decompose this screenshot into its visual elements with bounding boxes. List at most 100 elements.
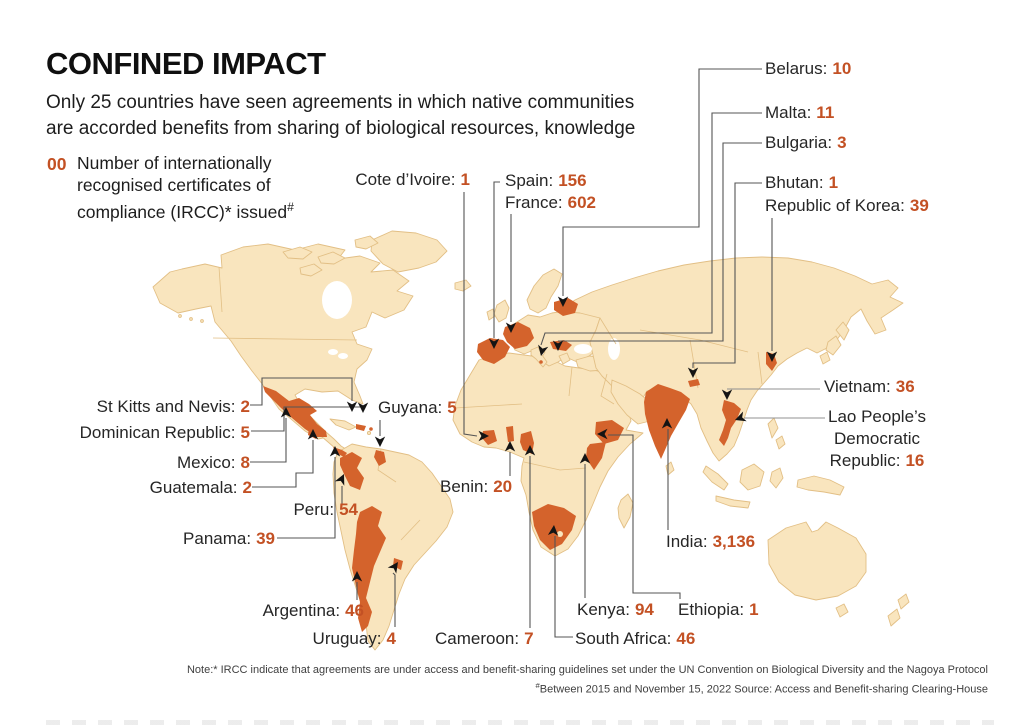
label-dominican: Dominican Republic: 5 <box>80 423 250 443</box>
footnote: Note:* IRCC indicate that agreements are… <box>187 663 988 698</box>
arrow-belarus <box>557 296 569 307</box>
arrow-argentina <box>351 571 363 582</box>
label-india-name: India: <box>666 532 708 551</box>
country-belarus <box>554 298 578 316</box>
arrow-panama <box>329 446 341 457</box>
britain <box>493 299 510 323</box>
label-laos-line1: Lao People’s <box>828 407 926 426</box>
ireland <box>486 308 496 321</box>
leader-cote-divoire <box>463 192 478 437</box>
country-mexico <box>263 386 327 437</box>
lesotho-hole <box>557 531 563 537</box>
scandinavia <box>526 268 563 314</box>
arrow-cameroon <box>524 445 536 456</box>
label-belarus-name: Belarus: <box>765 59 828 78</box>
arrow-korea <box>766 351 778 362</box>
legend-text: Number of internationally recognised cer… <box>77 153 294 222</box>
label-korea-name: Republic of Korea: <box>765 196 905 215</box>
label-peru-value: 54 <box>339 500 358 519</box>
footnote-line-2: #Between 2015 and November 15, 2022 Sour… <box>535 681 989 696</box>
label-dominican-value: 5 <box>240 423 250 442</box>
greece <box>558 352 571 365</box>
arrow-india <box>661 418 673 429</box>
label-bulgaria-value: 3 <box>837 133 847 152</box>
label-ethiopia: Ethiopia: 1 <box>678 600 759 620</box>
label-panama: Panama: 39 <box>183 529 275 549</box>
label-bhutan: Bhutan: 1 <box>765 173 838 193</box>
label-korea-value: 39 <box>909 196 929 215</box>
label-kenya: Kenya: 94 <box>577 600 654 620</box>
label-india-value: 3,136 <box>712 532 756 551</box>
arrow-dominican <box>357 402 369 413</box>
country-peru <box>340 452 364 490</box>
label-bulgaria-name: Bulgaria: <box>765 133 833 152</box>
label-cameroon-value: 7 <box>524 629 534 648</box>
inland-seas <box>322 281 620 360</box>
cuba <box>329 418 357 431</box>
iceland <box>454 279 472 292</box>
leader-guatemala <box>252 440 314 488</box>
label-laos-value: 16 <box>905 451 925 470</box>
label-kenya-name: Kenya: <box>577 600 630 619</box>
label-south-africa-name: South Africa: <box>575 629 672 648</box>
arrow-vietnam <box>721 389 733 400</box>
label-belarus: Belarus: 10 <box>765 59 851 79</box>
country-malta <box>539 360 543 364</box>
label-ethiopia-value: 1 <box>749 600 759 619</box>
label-france-value: 602 <box>567 193 597 212</box>
label-india: India: 3,136 <box>666 532 755 552</box>
legend: 00 Number of internationally recognised … <box>47 152 317 223</box>
label-spain-name: Spain: <box>505 171 554 190</box>
arrow-uruguay <box>387 562 398 574</box>
label-guatemala: Guatemala: 2 <box>150 478 252 498</box>
country-kenya <box>586 442 606 470</box>
label-uruguay: Uruguay: 4 <box>313 629 396 649</box>
sri-lanka <box>665 461 675 476</box>
arrow-malta <box>538 344 549 356</box>
greenland <box>370 230 448 273</box>
label-peru: Peru: 54 <box>293 500 358 520</box>
leader-stkitts <box>250 377 353 406</box>
label-bhutan-name: Bhutan: <box>765 173 824 192</box>
label-guyana-value: 5 <box>447 398 457 417</box>
label-vietnam-name: Vietnam: <box>824 377 891 396</box>
label-malta: Malta: 11 <box>765 103 834 123</box>
new-guinea <box>796 475 845 496</box>
pointer-arrows <box>280 296 778 582</box>
country-ethiopia <box>595 420 624 444</box>
country-argentina <box>352 506 386 632</box>
leader-panama <box>277 457 336 539</box>
label-panama-value: 39 <box>256 529 275 548</box>
label-guatemala-name: Guatemala: <box>149 478 238 497</box>
leader-bhutan <box>692 182 762 368</box>
leader-spain <box>493 181 500 338</box>
country-dominican-republic <box>356 424 366 431</box>
leader-ethiopia <box>608 434 681 599</box>
arrow-benin <box>504 441 516 452</box>
country-st-kitts <box>369 427 373 431</box>
italy <box>530 346 548 368</box>
label-belarus-value: 10 <box>832 59 852 78</box>
legend-badge: 00 <box>47 154 67 174</box>
label-cote-divoire-name: Cote d’Ivoire: <box>355 170 456 189</box>
tasmania <box>835 603 849 618</box>
label-cameroon-name: Cameroon: <box>435 629 520 648</box>
label-benin: Benin: 20 <box>440 477 512 497</box>
label-cote-divoire: Cote d’Ivoire: 1 <box>355 170 470 190</box>
arrow-france <box>505 322 517 333</box>
label-vietnam: Vietnam: 36 <box>824 377 915 397</box>
arrow-ethiopia <box>597 428 608 440</box>
country-guyana <box>374 450 386 466</box>
legend-footnote-mark: # <box>287 200 294 214</box>
label-uruguay-value: 4 <box>386 629 396 648</box>
page-title: CONFINED IMPACT <box>46 46 326 81</box>
label-spain-value: 156 <box>558 171 587 190</box>
label-ethiopia-name: Ethiopia: <box>678 600 745 619</box>
leader-uruguay <box>392 572 396 627</box>
label-benin-name: Benin: <box>440 477 489 496</box>
label-uruguay-name: Uruguay: <box>312 629 382 648</box>
label-malta-value: 11 <box>816 103 835 122</box>
arrow-spain <box>488 338 500 349</box>
